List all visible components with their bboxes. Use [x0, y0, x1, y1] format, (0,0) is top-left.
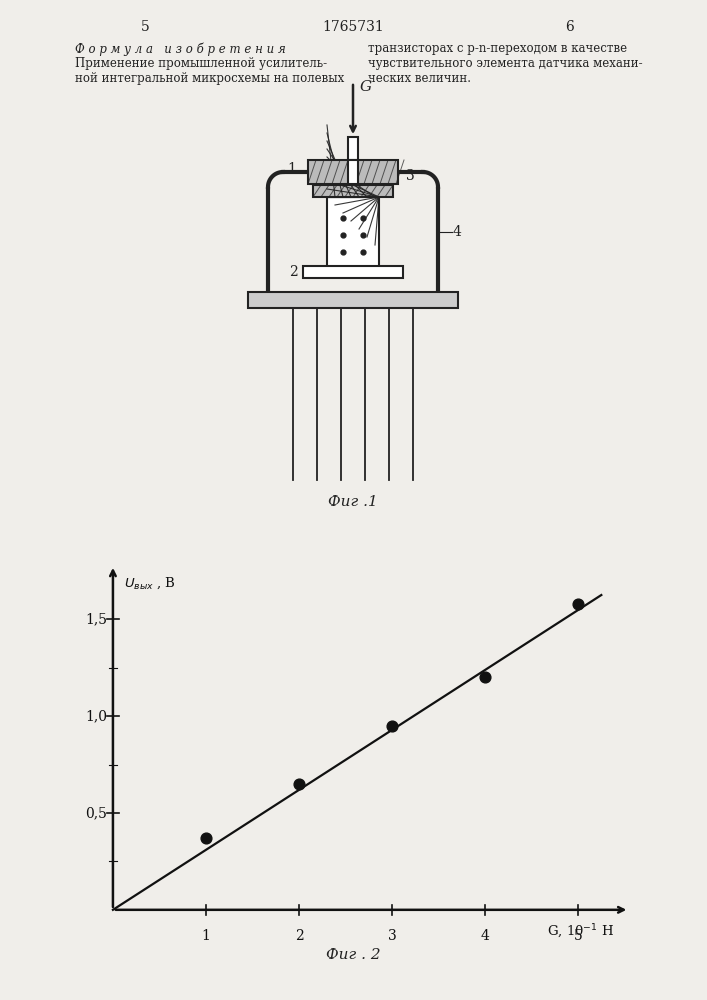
- Text: 4: 4: [481, 929, 489, 943]
- Text: 2: 2: [295, 929, 303, 943]
- Bar: [313, 185, 393, 197]
- Text: Фиг .1: Фиг .1: [328, 495, 378, 509]
- Text: 3: 3: [406, 169, 415, 183]
- Text: $U_{вых}$ , В: $U_{вых}$ , В: [124, 575, 176, 591]
- Text: транзисторах с p-n-переходом в качестве: транзисторах с p-n-переходом в качестве: [368, 42, 627, 55]
- Text: 0,5: 0,5: [86, 806, 107, 820]
- Text: Применение промышленной усилитель-: Применение промышленной усилитель-: [75, 57, 327, 70]
- Bar: [327, 197, 379, 277]
- Bar: [348, 160, 358, 184]
- Bar: [308, 160, 398, 184]
- Point: [386, 718, 397, 734]
- Text: Ф о р м у л а   и з о б р е т е н и я: Ф о р м у л а и з о б р е т е н и я: [75, 42, 286, 55]
- Text: 1: 1: [201, 929, 211, 943]
- Text: чувствительного элемента датчика механи-: чувствительного элемента датчика механи-: [368, 57, 643, 70]
- Text: Фиг . 2: Фиг . 2: [326, 948, 381, 962]
- Text: 2: 2: [289, 265, 298, 279]
- Text: 5: 5: [573, 929, 583, 943]
- Text: ной интегральной микросхемы на полевых: ной интегральной микросхемы на полевых: [75, 72, 344, 85]
- Text: G: G: [360, 80, 372, 94]
- Point: [573, 596, 584, 612]
- Bar: [303, 266, 403, 278]
- Text: ческих величин.: ческих величин.: [368, 72, 471, 85]
- Text: 1765731: 1765731: [322, 20, 384, 34]
- Point: [479, 669, 491, 685]
- Text: 3: 3: [387, 929, 397, 943]
- Point: [200, 830, 211, 846]
- Text: 1,5: 1,5: [85, 612, 107, 626]
- Text: 5: 5: [141, 20, 149, 34]
- Text: 1,0: 1,0: [85, 709, 107, 723]
- Text: 1: 1: [287, 162, 296, 176]
- Point: [293, 776, 305, 792]
- Text: G, 10$^{-1}$ Н: G, 10$^{-1}$ Н: [547, 923, 614, 941]
- Bar: [248, 292, 458, 308]
- Text: 4: 4: [453, 225, 462, 239]
- Bar: [348, 137, 358, 185]
- Text: 6: 6: [566, 20, 574, 34]
